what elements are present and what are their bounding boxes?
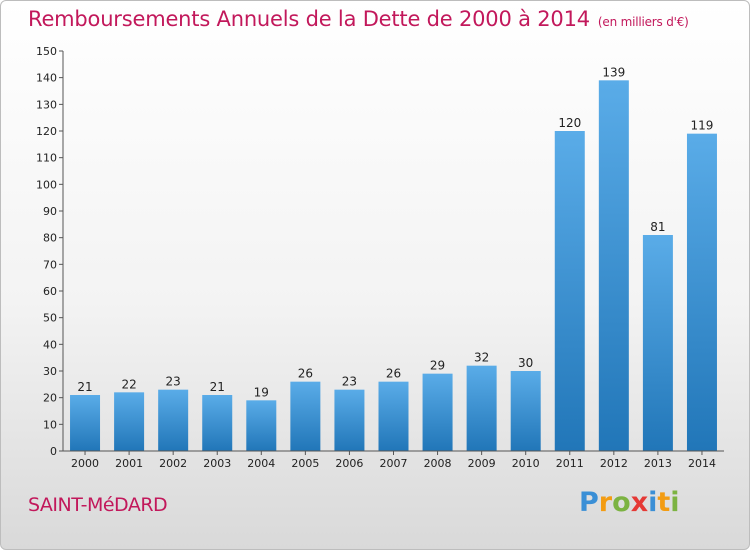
bar-value-label: 139	[602, 65, 625, 79]
y-tick-label: 40	[43, 338, 57, 351]
y-tick-label: 70	[43, 258, 57, 271]
logo-letter: r	[598, 487, 613, 518]
bar-value-label: 23	[166, 375, 181, 389]
bar-2003	[202, 395, 233, 451]
x-tick-label: 2003	[203, 457, 231, 470]
bar-2005	[290, 381, 321, 451]
y-tick-label: 10	[43, 418, 57, 431]
x-tick-label: 2009	[468, 457, 496, 470]
place-name: SAINT-MéDARD	[28, 494, 168, 516]
x-tick-label: 2008	[424, 457, 452, 470]
x-tick-label: 2001	[115, 457, 143, 470]
bars: 21 22 23 21 19 26 23 26 29 32 30 120 139 81 119	[70, 65, 717, 451]
bar-2001	[114, 392, 145, 451]
chart-title-text: Remboursements Annuels de la Dette de 20…	[28, 7, 590, 31]
x-tick-label: 2012	[600, 457, 628, 470]
bar-2013	[642, 235, 673, 451]
x-tick-label: 2005	[291, 457, 319, 470]
bar-2010	[510, 371, 541, 451]
y-tick-label: 100	[36, 178, 57, 191]
logo-letter: x	[630, 487, 649, 518]
bar-2008	[422, 373, 453, 451]
x-tick-label: 2013	[644, 457, 672, 470]
y-tick-label: 110	[36, 152, 57, 165]
y-tick-label: 20	[43, 392, 57, 405]
bar-value-label: 26	[298, 367, 313, 381]
logo-letter: o	[612, 487, 631, 518]
bar-2004	[246, 400, 277, 451]
logo-letter: i	[648, 487, 658, 518]
x-tick-label: 2014	[688, 457, 716, 470]
bar-value-label: 22	[121, 377, 136, 391]
logo-letter: t	[657, 487, 671, 518]
bar-value-label: 30	[518, 356, 533, 370]
bar-value-label: 29	[430, 359, 445, 373]
x-tick-label: 2002	[159, 457, 187, 470]
y-tick-label: 150	[36, 45, 57, 58]
bar-2009	[466, 365, 497, 451]
bar-value-label: 81	[650, 220, 665, 234]
x-tick-label: 2011	[556, 457, 584, 470]
x-tick-label: 2007	[380, 457, 408, 470]
x-tick-label: 2006	[335, 457, 363, 470]
bar-value-label: 32	[474, 351, 489, 365]
chart-subtitle: (en milliers d'€)	[597, 15, 689, 29]
bar-2011	[554, 131, 585, 451]
y-tick-label: 80	[43, 232, 57, 245]
bar-value-label: 21	[77, 380, 92, 394]
bar-2012	[598, 80, 629, 451]
x-tick-label: 2000	[71, 457, 99, 470]
bar-value-label: 21	[210, 380, 225, 394]
x-tick-label: 2010	[512, 457, 540, 470]
bar-value-label: 23	[342, 375, 357, 389]
y-tick-label: 130	[36, 98, 57, 111]
y-tick-label: 30	[43, 365, 57, 378]
y-tick-label: 140	[36, 72, 57, 85]
bar-2014	[686, 133, 717, 451]
chart-title: Remboursements Annuels de la Dette de 20…	[28, 7, 689, 31]
proxiti-logo: Proxiti	[579, 487, 680, 518]
y-axis-ticks: 0 10 20 30 40 50 60 70 80 90 100 110 120 130 140 150	[36, 45, 63, 458]
bar-value-label: 26	[386, 367, 401, 381]
logo-letter: P	[579, 487, 599, 518]
y-tick-label: 120	[36, 125, 57, 138]
x-axis-ticks: 2000 2001 2002 2003 2004 2005 2006 2007 2008 2009…	[71, 451, 716, 470]
x-tick-label: 2004	[247, 457, 275, 470]
bar-2002	[158, 389, 189, 451]
bar-2000	[70, 395, 101, 451]
bar-value-label: 119	[691, 119, 714, 133]
bar-2006	[334, 389, 365, 451]
y-tick-label: 50	[43, 312, 57, 325]
y-tick-label: 90	[43, 205, 57, 218]
logo-letter: i	[670, 487, 680, 518]
bar-value-label: 19	[254, 385, 269, 399]
y-tick-label: 60	[43, 285, 57, 298]
bar-2007	[378, 381, 409, 451]
y-tick-label: 0	[50, 445, 57, 458]
bar-value-label: 120	[558, 116, 581, 130]
